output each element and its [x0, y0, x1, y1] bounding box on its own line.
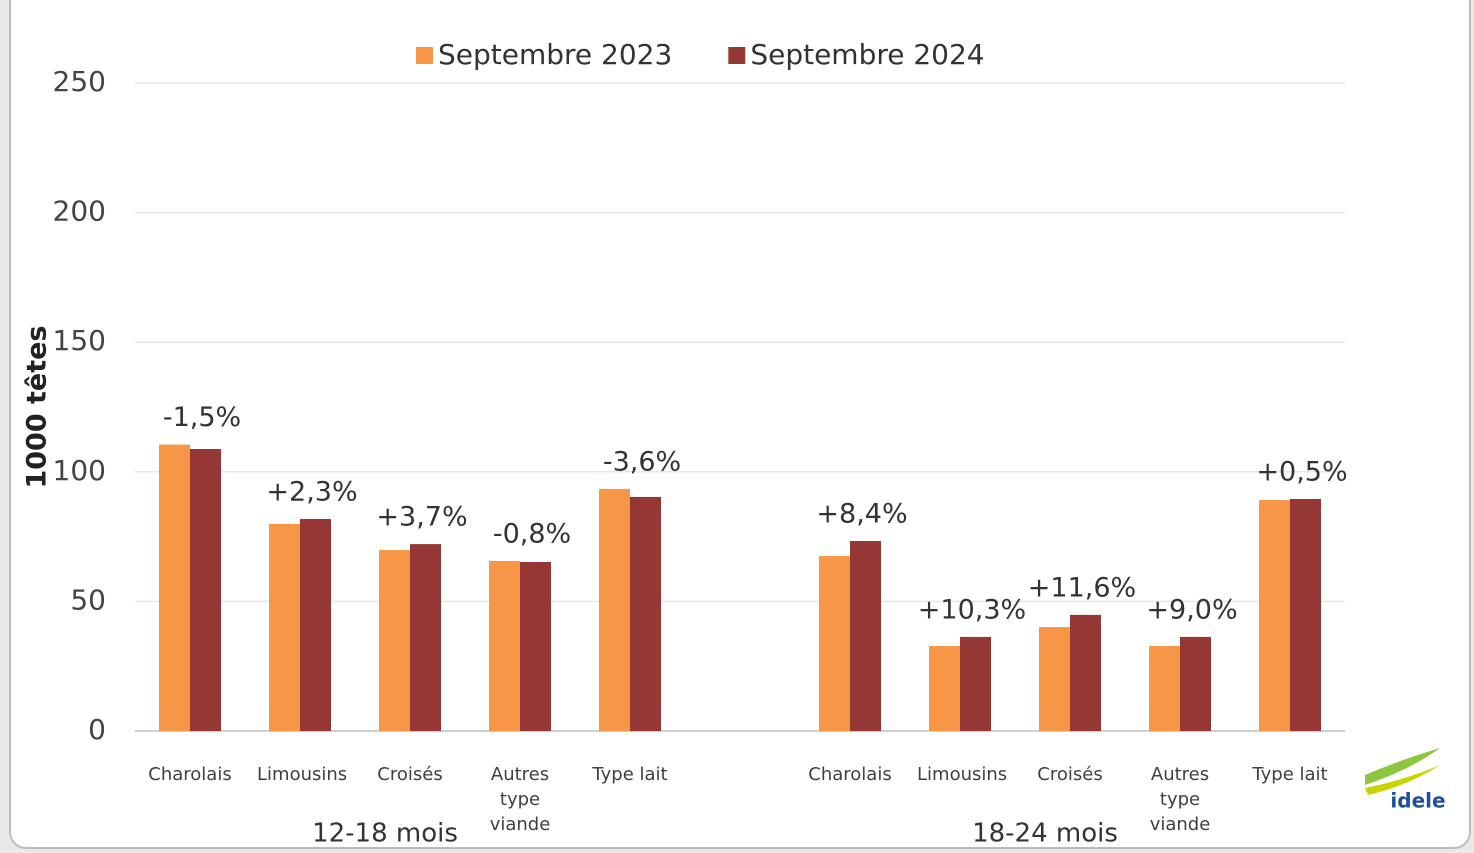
y-tick-label: 150: [53, 324, 106, 357]
bar: [929, 645, 960, 731]
bar: [850, 541, 881, 731]
y-tick-label: 100: [53, 454, 106, 487]
change-label: +9,0%: [1146, 594, 1237, 625]
x-tick-label-box: Charolais: [135, 762, 245, 787]
y-axis-title: 1000 têtes: [22, 325, 53, 488]
y-tick-label: 200: [53, 195, 106, 228]
x-tick-label: Croisés: [1037, 764, 1103, 785]
bar: [819, 556, 850, 731]
bar: [1070, 614, 1101, 731]
bar: [520, 562, 551, 731]
change-label: -0,8%: [493, 518, 571, 549]
x-tick-label: Autres type viande: [1149, 764, 1211, 835]
x-tick-label-box: Type lait: [575, 762, 685, 787]
group-label: 18-24 mois: [972, 819, 1118, 849]
change-label: +11,6%: [1028, 572, 1136, 603]
bar: [489, 560, 520, 731]
legend: Septembre 2023 Septembre 2024: [416, 38, 985, 71]
change-label: +0,5%: [1256, 457, 1347, 488]
x-tick-label: Limousins: [257, 764, 348, 785]
x-tick-label-box: Type lait: [1235, 762, 1345, 787]
bar: [379, 550, 410, 731]
x-tick-label: Charolais: [808, 764, 892, 785]
group-label: 12-18 mois: [312, 819, 458, 849]
change-label: +10,3%: [918, 594, 1026, 625]
x-tick-label-box: Limousins: [245, 762, 355, 787]
bar: [1290, 499, 1321, 731]
change-label: -3,6%: [603, 446, 681, 477]
legend-swatch: [416, 47, 433, 64]
bar: [190, 448, 221, 731]
y-tick-label: 0: [88, 713, 106, 746]
x-tick-label-box: Charolais: [795, 762, 905, 787]
change-label: +3,7%: [376, 502, 467, 533]
x-tick-label: Type lait: [1252, 764, 1328, 785]
x-tick-label: Type lait: [592, 764, 668, 785]
legend-swatch: [728, 47, 746, 64]
logo-text: idele: [1390, 789, 1445, 813]
change-label: -1,5%: [163, 402, 241, 433]
bar: [630, 496, 661, 731]
x-tick-label-box: Autres type viande: [465, 762, 575, 837]
bar: [300, 518, 331, 731]
x-tick-label-box: Croisés: [1015, 762, 1125, 787]
x-tick-label: Charolais: [148, 764, 232, 785]
bar: [599, 488, 630, 731]
bar: [1259, 500, 1290, 731]
bar: [159, 444, 190, 731]
x-tick-label: Autres type viande: [489, 764, 551, 835]
bar: [1149, 645, 1180, 731]
y-tick-label: 250: [53, 65, 106, 98]
bar: [1039, 627, 1070, 731]
bar: [410, 544, 441, 731]
bar: [1180, 636, 1211, 731]
x-tick-label-box: Croisés: [355, 762, 465, 787]
legend-label: Septembre 2023: [438, 38, 672, 71]
legend-label: Septembre 2024: [750, 38, 984, 71]
bar: [960, 636, 991, 731]
change-label: +8,4%: [816, 499, 907, 530]
logo-swoosh: [1365, 765, 1440, 795]
x-tick-label: Croisés: [377, 764, 443, 785]
logo: idele: [1365, 748, 1446, 813]
logo-swoosh: [1365, 748, 1440, 785]
change-label: +2,3%: [266, 476, 357, 507]
x-tick-label-box: Autres type viande: [1125, 762, 1235, 837]
bar: [269, 523, 300, 731]
y-tick-label: 50: [70, 583, 106, 616]
x-tick-label: Limousins: [917, 764, 1008, 785]
x-tick-label-box: Limousins: [905, 762, 1015, 787]
